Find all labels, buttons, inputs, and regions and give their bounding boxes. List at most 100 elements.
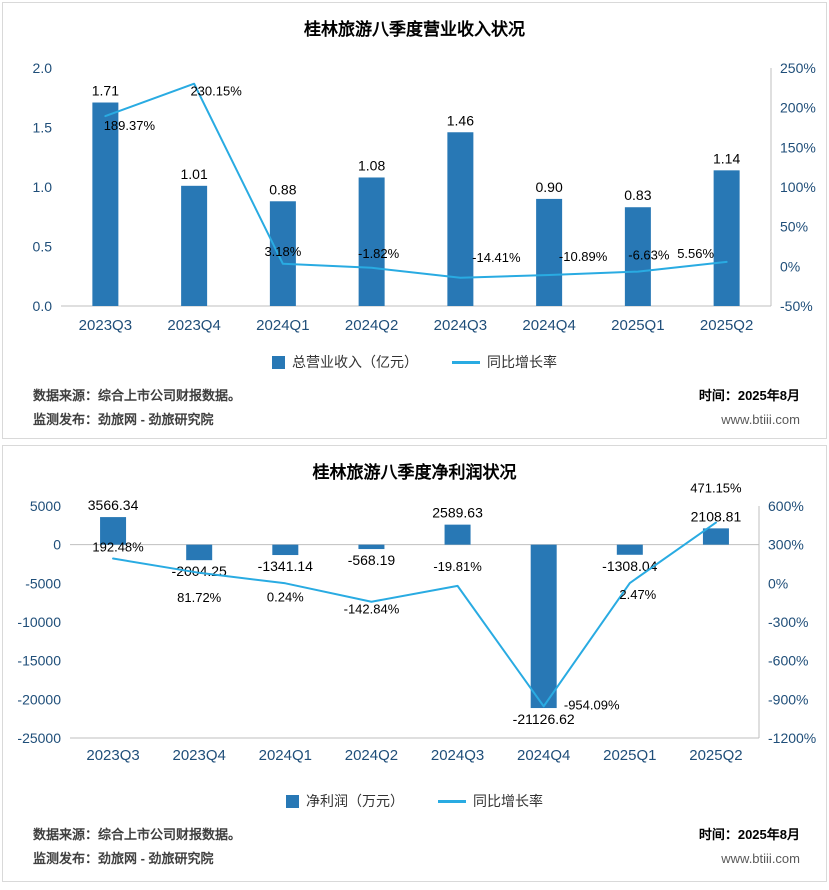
category-label: 2024Q3 [430, 747, 483, 764]
right-axis-tick-label: 250% [780, 60, 816, 76]
bar [530, 544, 557, 709]
bar [616, 544, 643, 555]
left-axis-tick-label: 0 [53, 537, 61, 553]
line-value-label: -142.84% [343, 602, 399, 617]
left-axis-tick-label: 5000 [29, 498, 60, 514]
legend-item-growth-line: 同比增长率 [438, 791, 543, 811]
growth-line [103, 82, 728, 279]
left-axis-tick-label: -15000 [17, 653, 61, 669]
bar-value-label: 1.14 [713, 150, 740, 166]
line-value-label: 81.72% [177, 590, 222, 605]
left-axis-tick-label: -20000 [17, 691, 61, 707]
bar-value-label: -568.19 [347, 552, 395, 568]
footer-meta-block: 时间：2025年8月 www.btiii.com [699, 384, 800, 432]
publisher-text: 监测发布：劲旅网 - 劲旅研究院 [33, 412, 214, 427]
website-text: www.btiii.com [721, 412, 800, 427]
bar-value-label: -1341.14 [257, 558, 312, 574]
category-label: 2024Q3 [433, 317, 486, 334]
category-label: 2025Q1 [603, 747, 656, 764]
category-label: 2024Q4 [522, 317, 575, 334]
revenue-panel: 桂林旅游八季度营业收入状况 2.0 1.5 1.0 0.5 0.0 250% 200% 150… [2, 2, 827, 439]
bar [357, 544, 384, 550]
bar-value-label: 0.90 [535, 179, 562, 195]
right-axis-tick-label: 0% [780, 258, 800, 274]
left-axis-tick-label: 0.0 [32, 298, 52, 314]
line-value-label: 189.37% [103, 118, 155, 133]
line-value-label: -1.82% [358, 246, 400, 261]
left-axis-tick-label: -5000 [25, 575, 61, 591]
bar [702, 528, 729, 545]
bar-value-label: -2004.25 [171, 563, 226, 579]
line-swatch-icon [452, 360, 480, 364]
bar-value-label: 1.46 [446, 112, 473, 128]
bar-value-label: 1.08 [358, 157, 385, 173]
legend-label-revenue: 总营业收入（亿元） [292, 354, 418, 370]
category-label: 2023Q4 [167, 317, 220, 334]
left-axis-tick-label: 2.0 [32, 60, 52, 76]
report-time-text: 时间：2025年8月 [698, 827, 800, 842]
bar-value-label: 3566.34 [87, 497, 138, 513]
legend-item-revenue-bars: 总营业收入（亿元） [272, 352, 418, 372]
legend-label-profit: 净利润（万元） [306, 793, 404, 809]
right-axis-tick-label: -1200% [768, 730, 816, 746]
line-value-label: -954.09% [563, 697, 619, 712]
category-label: 2024Q1 [258, 747, 311, 764]
bar-swatch-icon [272, 355, 285, 369]
legend-label-growth: 同比增长率 [473, 793, 543, 809]
right-axis-tick-label: -300% [768, 614, 808, 630]
bar-value-label: 2108.81 [690, 508, 741, 524]
line-value-label: -6.63% [628, 248, 670, 263]
line-value-label: 471.15% [690, 481, 742, 496]
line-value-label: 192.48% [92, 540, 144, 555]
bar [713, 170, 740, 306]
right-axis-tick-label: -50% [780, 298, 813, 314]
growth-line [111, 521, 717, 708]
bar-value-label: 2589.63 [432, 505, 483, 521]
right-axis-tick-label: 100% [780, 179, 816, 195]
profit-panel: 桂林旅游八季度净利润状况 5000 0 -5000 -10000 -15000 -2000… [2, 445, 827, 882]
bar-value-label: 1.71 [91, 83, 118, 99]
legend-item-profit-bars: 净利润（万元） [286, 791, 404, 811]
line-value-label: 3.18% [264, 244, 301, 259]
category-label: 2025Q2 [699, 317, 752, 334]
revenue-panel-footer: 数据来源：综合上市公司财报数据。 监测发布：劲旅网 - 劲旅研究院 时间：202… [3, 372, 826, 432]
category-label: 2023Q3 [78, 317, 131, 334]
bar [624, 207, 651, 306]
footer-source-block: 数据来源：综合上市公司财报数据。 监测发布：劲旅网 - 劲旅研究院 [33, 823, 241, 871]
profit-panel-footer: 数据来源：综合上市公司财报数据。 监测发布：劲旅网 - 劲旅研究院 时间：202… [3, 811, 826, 871]
line-value-label: 0.24% [266, 589, 303, 604]
bar-value-label: -1308.04 [602, 558, 657, 574]
left-axis-tick-label: 0.5 [32, 239, 52, 255]
category-label: 2023Q3 [86, 747, 139, 764]
line-value-label: -10.89% [558, 249, 607, 264]
right-axis-tick-label: 300% [768, 537, 804, 553]
publisher-text: 监测发布：劲旅网 - 劲旅研究院 [33, 851, 214, 866]
bar [358, 177, 385, 306]
profit-legend: 净利润（万元） 同比增长率 [3, 791, 826, 811]
profit-chart-title: 桂林旅游八季度净利润状况 [312, 463, 517, 482]
bar-value-label: 0.83 [624, 187, 651, 203]
bar [269, 201, 296, 306]
category-label: 2024Q4 [516, 747, 569, 764]
line-value-label: 2.47% [619, 587, 656, 602]
right-axis-tick-label: 600% [768, 498, 804, 514]
line-value-label: -19.81% [433, 559, 482, 574]
bar [271, 544, 298, 556]
website-text: www.btiii.com [721, 851, 800, 866]
category-label: 2024Q2 [344, 747, 397, 764]
footer-meta-block: 时间：2025年8月 www.btiii.com [699, 823, 800, 871]
category-label: 2024Q2 [344, 317, 397, 334]
right-axis-tick-label: 50% [780, 219, 808, 235]
bar-value-label: 1.01 [180, 166, 207, 182]
bar [180, 185, 207, 306]
line-value-label: -14.41% [472, 250, 521, 265]
revenue-legend: 总营业收入（亿元） 同比增长率 [3, 352, 826, 372]
category-label: 2023Q4 [172, 747, 225, 764]
line-swatch-icon [438, 799, 466, 803]
category-label: 2024Q1 [256, 317, 309, 334]
bar-value-label: -21126.62 [512, 711, 574, 727]
legend-label-growth: 同比增长率 [487, 354, 557, 370]
right-axis-tick-label: -600% [768, 653, 808, 669]
right-axis-tick-label: -900% [768, 691, 808, 707]
